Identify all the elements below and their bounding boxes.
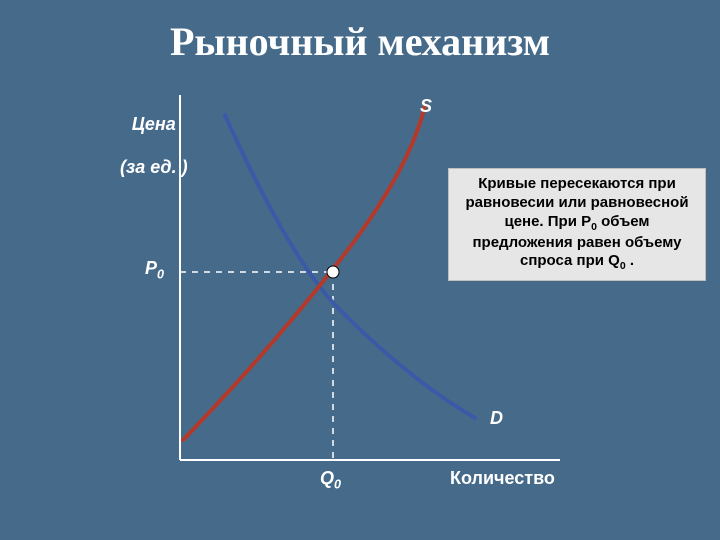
equilibrium-point (327, 266, 339, 278)
x-axis-label: Количество (450, 468, 555, 489)
p0-label: P0 (145, 258, 164, 282)
s-label: S (420, 96, 432, 117)
q0-label: Q0 (320, 468, 341, 492)
demand-curve (225, 115, 475, 418)
d-label: D (490, 408, 503, 429)
y-axis-label-line2: (за ед. ) (120, 157, 188, 177)
y-axis-label: Цена (за ед. ) (100, 92, 188, 200)
callout-box: Кривые пересекаются при равновесии или р… (448, 168, 706, 281)
y-axis-label-line1: Цена (132, 114, 176, 134)
slide: Рыночный механизм Цена (за ед. ) P0 S D … (0, 0, 720, 540)
